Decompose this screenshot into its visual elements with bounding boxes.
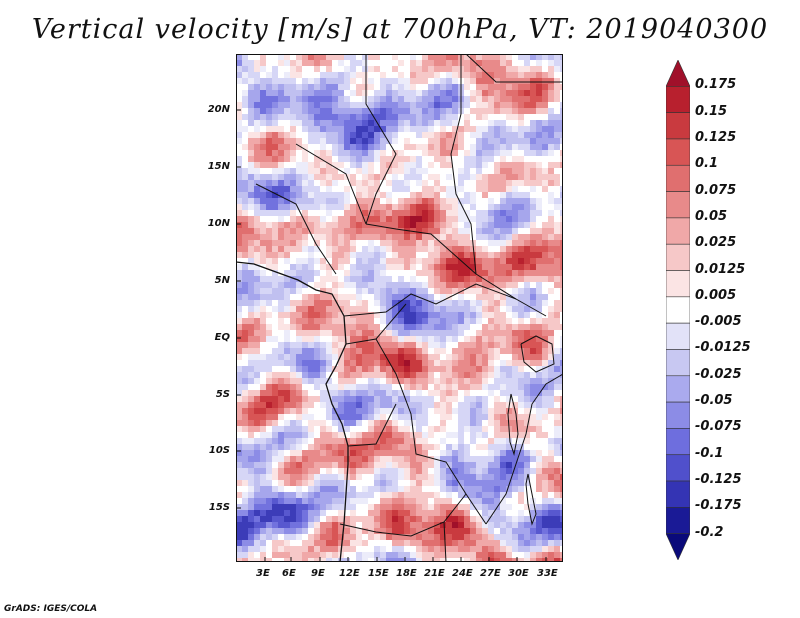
lat-label: 20N — [207, 104, 230, 115]
lon-label: 27E — [480, 568, 501, 579]
colorbar-label: 0.025 — [695, 235, 737, 251]
colorbar-label: 0.1 — [695, 156, 719, 172]
colorbar-segment — [666, 217, 690, 245]
colorbar-label: -0.025 — [695, 366, 742, 382]
colorbar-segment — [666, 375, 690, 403]
lon-label: 30E — [508, 568, 529, 579]
grads-credit: GrADS: IGES/COLA — [4, 604, 98, 614]
colorbar-segment — [666, 60, 690, 87]
lat-label: 15N — [207, 161, 230, 172]
colorbar-label: 0.0125 — [695, 261, 746, 277]
lat-label: 10N — [207, 218, 230, 229]
map-frame — [236, 54, 563, 562]
border-line — [465, 53, 563, 83]
lon-label: 6E — [282, 568, 296, 579]
lake-outline — [525, 473, 537, 526]
lon-label: 21E — [424, 568, 445, 579]
colorbar-label: -0.125 — [695, 472, 742, 488]
border-line — [343, 283, 517, 317]
colorbar-segment — [666, 480, 690, 508]
colorbar-label: -0.005 — [695, 314, 742, 330]
lon-label: 3E — [256, 568, 270, 579]
colorbar-segment — [666, 454, 690, 482]
lat-label: 5S — [215, 389, 230, 400]
border-line — [485, 403, 533, 525]
colorbar-label: 0.075 — [695, 182, 737, 198]
colorbar-label: 0.05 — [695, 208, 728, 224]
chart-title: Vertical velocity [m/s] at 700hPa, VT: 2… — [31, 14, 769, 45]
colorbar-segment — [666, 86, 690, 113]
coastline — [235, 261, 349, 563]
border-line — [347, 403, 397, 447]
lon-label: 9E — [311, 568, 325, 579]
border-line — [339, 493, 467, 537]
colorbar-segment — [666, 164, 690, 192]
map-panel — [235, 53, 566, 564]
colorbar — [666, 60, 690, 560]
border-line — [365, 54, 397, 225]
border-line — [295, 143, 367, 225]
colorbar-label: -0.1 — [695, 445, 724, 461]
colorbar-segment — [666, 349, 690, 377]
colorbar-segment — [666, 191, 690, 219]
colorbar-segment — [666, 296, 690, 324]
colorbar-segment — [666, 112, 690, 140]
vertical-velocity-field — [235, 53, 566, 564]
lon-label: 15E — [368, 568, 389, 579]
border-line — [450, 54, 547, 317]
border-line — [255, 183, 337, 275]
colorbar-label: 0.005 — [695, 287, 737, 303]
lat-label: 15S — [208, 502, 230, 513]
lat-label: EQ — [214, 332, 230, 343]
colorbar-label: 0.15 — [695, 103, 728, 119]
colorbar-label: -0.2 — [695, 524, 724, 540]
colorbar-segment — [666, 428, 690, 456]
colorbar-segment — [666, 138, 690, 166]
colorbar-label: -0.05 — [695, 393, 733, 409]
colorbar-label: 0.125 — [695, 129, 737, 145]
lon-label: 12E — [339, 568, 360, 579]
colorbar-segment — [666, 270, 690, 298]
border-line — [443, 521, 447, 563]
lat-label: 10S — [208, 445, 230, 456]
lake-outline — [507, 393, 519, 456]
colorbar-segment — [666, 507, 690, 534]
colorbar-label: -0.175 — [695, 498, 742, 514]
colorbar-segment — [666, 243, 690, 271]
lon-label: 24E — [452, 568, 473, 579]
colorbar-segment — [666, 533, 690, 560]
colorbar-segment — [666, 401, 690, 429]
colorbar-segment — [666, 322, 690, 350]
colorbar-label: -0.0125 — [695, 340, 751, 356]
lake-outline — [520, 335, 555, 373]
lat-label: 5N — [214, 275, 230, 286]
border-line — [365, 223, 477, 275]
lon-label: 18E — [396, 568, 417, 579]
lon-label: 33E — [537, 568, 558, 579]
colorbar-label: 0.175 — [695, 77, 737, 93]
border-line — [531, 373, 564, 405]
colorbar-label: -0.075 — [695, 419, 742, 435]
